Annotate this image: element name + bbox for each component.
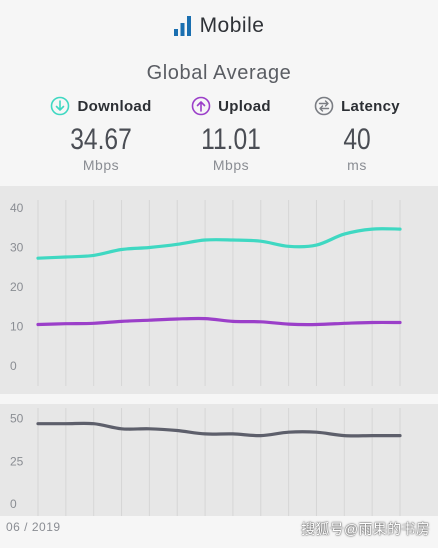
latency-chart-ytick-label: 25	[10, 454, 24, 468]
speed-chart-svg: 0 10 20 30 40	[10, 200, 402, 386]
metric-latency: Latency 40 ms	[284, 96, 430, 173]
latency-chart-ytick-label: 50	[10, 412, 24, 426]
latency-series-line	[36, 421, 402, 438]
speed-chart-ytick-label: 20	[10, 280, 24, 294]
watermark-text: 搜狐号@雨果的书房	[301, 521, 430, 537]
date-label: 06 / 2019	[6, 520, 61, 534]
page-title: Mobile	[199, 14, 265, 37]
title-row: Mobile	[0, 14, 438, 38]
download-label: Download	[77, 97, 152, 115]
speed-chart-ytick-label: 0	[10, 359, 17, 373]
speed-chart-gridlines	[37, 200, 401, 386]
upload-arrow-icon	[191, 96, 211, 116]
page-subtitle: Global Average	[146, 62, 292, 84]
latency-chart-svg: 0 25 50	[10, 408, 402, 516]
header-panel: Mobile Global Average Download 34.67 Mbp…	[0, 0, 438, 186]
download-value: 34.67	[70, 123, 132, 156]
latency-chart: 0 25 50	[0, 404, 438, 516]
latency-value: 40	[343, 123, 371, 156]
metric-download: Download 34.67 Mbps	[28, 96, 174, 173]
latency-arrows-icon	[314, 96, 334, 116]
metric-upload: Upload 11.01 Mbps	[158, 96, 304, 173]
footer-bar	[0, 516, 438, 548]
speed-chart-ytick-label: 10	[10, 320, 24, 334]
signal-bars-icon	[173, 16, 191, 36]
latency-chart-gridlines	[37, 408, 401, 516]
download-arrow-icon	[51, 96, 70, 116]
upload-series-line	[36, 316, 402, 327]
speed-chart: 0 10 20 30 40	[0, 186, 438, 394]
latency-label: Latency	[341, 97, 400, 115]
speed-chart-ytick-label: 30	[10, 241, 24, 255]
upload-value: 11.01	[201, 123, 261, 156]
upload-unit: Mbps	[212, 157, 250, 173]
upload-label: Upload	[218, 97, 271, 115]
download-unit: Mbps	[82, 157, 120, 173]
speed-chart-ytick-label: 40	[10, 201, 24, 215]
chart-separator	[0, 394, 438, 404]
download-series-line	[36, 227, 402, 260]
latency-chart-ytick-label: 0	[10, 497, 17, 511]
latency-unit: ms	[347, 157, 367, 173]
